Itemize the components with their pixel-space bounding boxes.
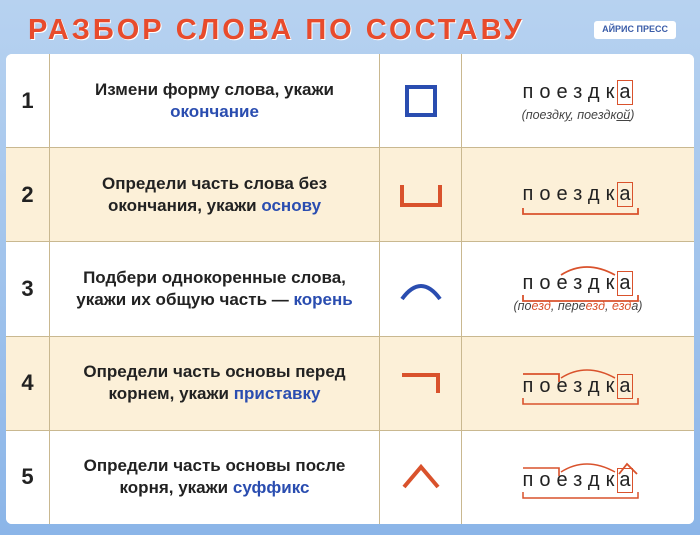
- example-cognates: (поезд, переезд, езда): [514, 299, 643, 313]
- morpheme-symbol: [380, 431, 462, 524]
- stem-symbol-icon: [398, 175, 444, 215]
- step-instruction: Определи часть слова без окончания, укаж…: [50, 148, 380, 241]
- table-row: 4 Определи часть основы перед корнем, ук…: [6, 336, 694, 430]
- morpheme-symbol: [380, 337, 462, 430]
- step-number: 2: [6, 148, 50, 241]
- publisher-badge: АЙРИС ПРЕСС: [594, 21, 676, 39]
- table-row: 1 Измени форму слова, укажи окончание по…: [6, 54, 694, 147]
- example-cell: поездка (поездку, поездкой): [462, 54, 694, 147]
- publisher-name: АЙРИС ПРЕСС: [602, 24, 668, 34]
- ending-symbol-icon: [401, 81, 441, 121]
- table-row: 3 Подбери однокоренные слова, укажи их о…: [6, 241, 694, 335]
- example-cell: поездка: [462, 148, 694, 241]
- instr-keyword: приставку: [234, 384, 321, 403]
- example-cell: поездка: [462, 337, 694, 430]
- step-number: 4: [6, 337, 50, 430]
- step-instruction: Измени форму слова, укажи окончание: [50, 54, 380, 147]
- morpheme-symbol: [380, 148, 462, 241]
- page-title: РАЗБОР СЛОВА ПО СОСТАВУ: [28, 14, 525, 47]
- example-word: поездка: [523, 462, 634, 493]
- table-row: 2 Определи часть слова без окончания, ук…: [6, 147, 694, 241]
- prefix-symbol-icon: [398, 363, 444, 403]
- instr-keyword: корень: [293, 290, 352, 309]
- step-number: 3: [6, 242, 50, 335]
- example-cell: поездка: [462, 431, 694, 524]
- step-number: 5: [6, 431, 50, 524]
- root-symbol-icon: [396, 269, 446, 309]
- step-instruction: Определи часть основы после корня, укажи…: [50, 431, 380, 524]
- example-word: поездка: [523, 80, 634, 105]
- example-word: поездка: [523, 182, 634, 207]
- example-word: поездка: [523, 368, 634, 399]
- example-forms: (поездку, поездкой): [522, 108, 635, 122]
- header: РАЗБОР СЛОВА ПО СОСТАВУ АЙРИС ПРЕСС: [6, 6, 694, 54]
- suffix-symbol-icon: [398, 457, 444, 497]
- example-cell: поездка (поезд, переезд, езда): [462, 242, 694, 335]
- step-instruction: Определи часть основы перед корнем, укаж…: [50, 337, 380, 430]
- table-row: 5 Определи часть основы после корня, ука…: [6, 430, 694, 524]
- morpheme-symbol: [380, 242, 462, 335]
- instr-keyword: окончание: [170, 102, 259, 121]
- instr-keyword: основу: [261, 196, 321, 215]
- instr-text: Измени форму слова, укажи: [95, 80, 334, 99]
- step-number: 1: [6, 54, 50, 147]
- example-word: поездка: [523, 265, 634, 296]
- morpheme-symbol: [380, 54, 462, 147]
- step-instruction: Подбери однокоренные слова, укажи их общ…: [50, 242, 380, 335]
- instr-keyword: суффикс: [233, 478, 310, 497]
- poster-frame: РАЗБОР СЛОВА ПО СОСТАВУ АЙРИС ПРЕСС 1 Из…: [0, 0, 700, 535]
- steps-table: 1 Измени форму слова, укажи окончание по…: [6, 54, 694, 524]
